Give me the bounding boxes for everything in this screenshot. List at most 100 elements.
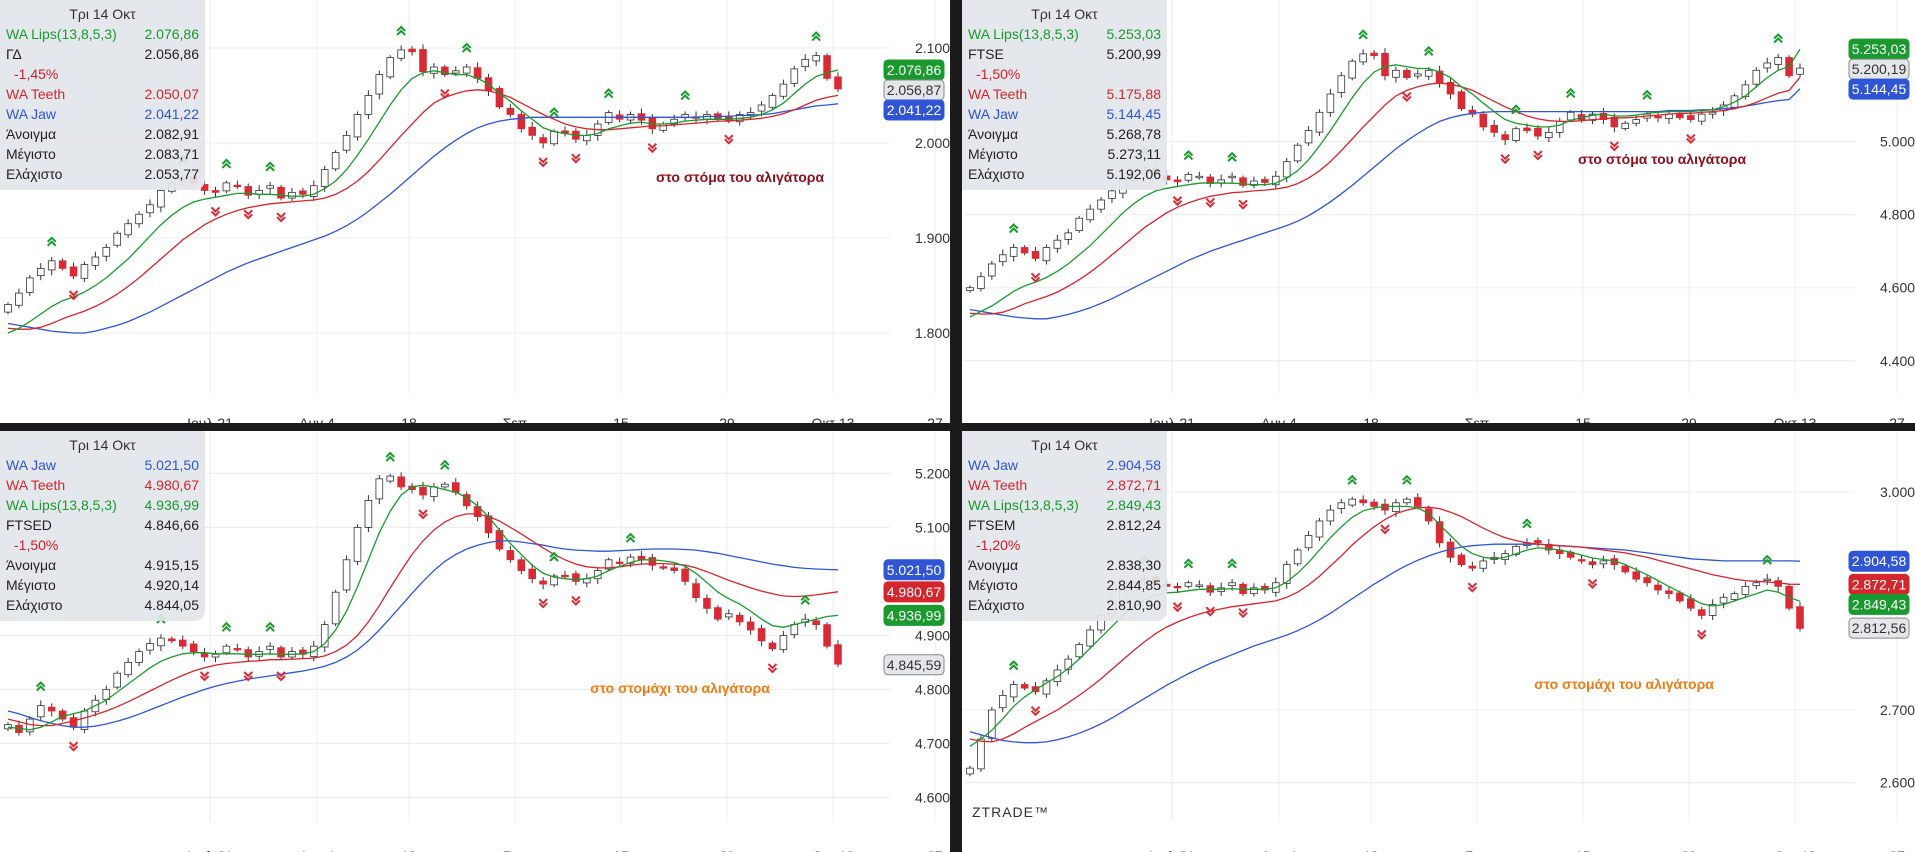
- y-tick-label: 2.700: [1880, 702, 1915, 718]
- candle: [659, 566, 668, 569]
- candle: [1588, 561, 1597, 565]
- x-tick-label: Σεπ: [1465, 415, 1490, 423]
- candle: [310, 185, 318, 197]
- legend-date: Τρι 14 Οκτ: [1031, 437, 1098, 453]
- fractal-down-arrow: [276, 212, 286, 223]
- legend-row-price: FTSE 5.200,99: [968, 44, 1161, 64]
- x-tick-label: 18: [1363, 848, 1379, 852]
- price-badge: [1848, 593, 1910, 615]
- legend-row-teeth: WA Teeth 2.872,71: [968, 475, 1161, 495]
- fractal-down-arrow: [276, 671, 286, 682]
- candle: [1424, 69, 1433, 77]
- chart-ftsem[interactable]: 3.000 2.700 2.600 Ιουλ 21 Αυγ 4 18 Σεπ 15 29 Οκτ …: [962, 431, 1915, 852]
- fractal-up-arrow: [221, 158, 232, 169]
- candle: [386, 57, 395, 78]
- x-tick-label: 18: [401, 848, 417, 852]
- candle: [1261, 585, 1269, 591]
- chart-gd[interactable]: 2.100 2.000 1.900 1.800 Ιουλ 21 Αυγ 4 18 Σεπ 15 2…: [0, 0, 950, 423]
- price-badge: [883, 581, 945, 603]
- chart-panel-gd[interactable]: 2.100 2.000 1.900 1.800 Ιουλ 21 Αυγ 4 18 Σεπ 15 2…: [0, 0, 950, 423]
- fractal-up-arrow: [800, 594, 810, 605]
- candle: [484, 515, 493, 534]
- candle: [670, 118, 678, 125]
- fractal-up-arrow: [36, 681, 46, 692]
- candle: [1523, 127, 1531, 131]
- chart-panel-ftse[interactable]: 5.000 4.800 4.600 4.400 Ιουλ 21 Αυγ 4 18 Σεπ 15 2…: [962, 0, 1915, 423]
- candle: [1534, 540, 1542, 544]
- candle: [375, 74, 384, 95]
- candle: [1577, 559, 1586, 562]
- candle: [746, 621, 755, 631]
- legend-value: 2.076,86: [144, 26, 200, 42]
- chart-panel-ftsed[interactable]: 5.200 5.100 4.900 4.800 4.700 4.600 Ιουλ 21 Αυγ…: [0, 431, 950, 852]
- candle: [768, 95, 777, 108]
- legend-value: 5.273,11: [1107, 146, 1161, 162]
- legend-value: 4.936,99: [144, 497, 200, 513]
- candle: [528, 568, 536, 580]
- fractal-down-arrow: [538, 598, 548, 609]
- x-tick-label: Αυγ 4: [1261, 415, 1297, 423]
- candle: [1446, 81, 1455, 95]
- legend-value: 5.268,78: [1106, 126, 1162, 142]
- x-tick-label: Ιουλ 21: [187, 415, 233, 423]
- candle: [670, 567, 678, 571]
- x-tick-label: 18: [1363, 415, 1379, 423]
- candle: [1632, 571, 1640, 580]
- candle: [397, 476, 405, 488]
- fractal-down-arrow: [199, 671, 210, 682]
- candle: [1009, 684, 1018, 698]
- candle: [1763, 62, 1772, 69]
- legend-row-open: Άνοιγμα 2.838,30: [968, 555, 1161, 575]
- x-tick-label: Αυγ 4: [299, 848, 335, 852]
- legend-row-open: Άνοιγμα 5.268,78: [968, 124, 1161, 144]
- fractal-down-arrow: [1587, 578, 1598, 589]
- candle: [441, 483, 449, 488]
- y-tick-label: 4.900: [915, 627, 950, 643]
- candle: [1730, 593, 1739, 600]
- candle: [550, 131, 558, 145]
- candle: [4, 724, 12, 730]
- fractal-down-arrow: [243, 209, 253, 220]
- price-badge: [883, 559, 945, 581]
- candle: [1479, 560, 1488, 569]
- fractal-arrows: [1008, 29, 1783, 283]
- legend-label: Μέγιστο: [6, 146, 56, 162]
- fractal-down-arrow: [1205, 197, 1215, 208]
- x-tick-label: 29: [719, 848, 735, 852]
- candle: [1752, 69, 1761, 85]
- fractal-down-arrow: [1172, 196, 1183, 207]
- chart-ftse[interactable]: 5.000 4.800 4.600 4.400 Ιουλ 21 Αυγ 4 18 Σεπ 15 2…: [962, 0, 1915, 423]
- chart-ftsed[interactable]: 5.200 5.100 4.900 4.800 4.700 4.600 Ιουλ 21 Αυγ…: [0, 431, 950, 852]
- candle: [1272, 175, 1280, 186]
- candle: [233, 648, 242, 651]
- candle: [1599, 560, 1608, 565]
- legend-ftsed: Τρι 14 Οκτ WA Jaw 5.021,50 WA Teeth 4.980,…: [0, 431, 205, 621]
- candle: [1501, 134, 1509, 141]
- candle: [1621, 565, 1630, 573]
- candle: [277, 647, 285, 658]
- y-tick-label: 4.800: [915, 681, 950, 697]
- legend-value: 4.920,14: [144, 577, 200, 593]
- x-tick-label: 29: [1681, 415, 1697, 423]
- candle: [998, 695, 1007, 709]
- candle: [299, 190, 307, 195]
- candle: [1086, 208, 1094, 221]
- candle: [1763, 578, 1772, 582]
- x-tick-label: 18: [401, 415, 417, 423]
- candle: [517, 114, 526, 130]
- legend-label: Μέγιστο: [6, 577, 56, 593]
- candle: [288, 191, 296, 199]
- x-tick-label: Ιουλ 21: [1149, 848, 1195, 852]
- legend-label: Άνοιγμα: [6, 126, 57, 142]
- candle: [561, 574, 569, 578]
- candle: [1741, 84, 1750, 98]
- candle: [473, 67, 482, 79]
- x-tick-label: 15: [1575, 848, 1591, 852]
- candle: [342, 134, 351, 151]
- fractal-up-arrow: [625, 532, 636, 543]
- chart-panel-ftsem[interactable]: 3.000 2.700 2.600 Ιουλ 21 Αυγ 4 18 Σεπ 15 29 Οκτ …: [962, 431, 1915, 852]
- legend-label: WA Lips(13,8,5,3): [968, 497, 1079, 513]
- legend-row-open: Άνοιγμα 2.082,91: [6, 124, 199, 144]
- candle: [419, 49, 427, 73]
- candle: [211, 653, 220, 658]
